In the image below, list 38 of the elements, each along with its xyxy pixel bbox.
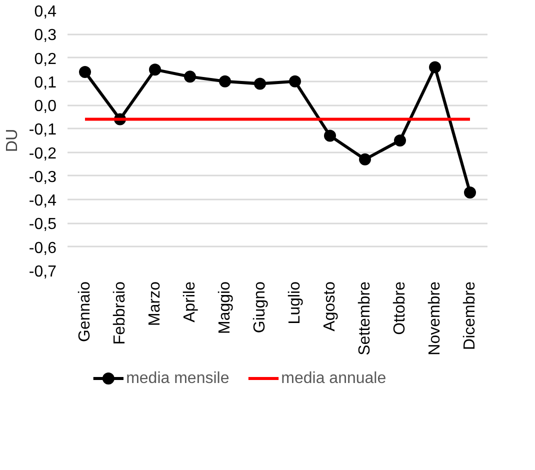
x-tick-label: Aprile [182,281,198,322]
x-tick-label: Gennaio [76,281,94,342]
legend-label: media mensile [126,370,230,387]
point [394,134,406,146]
point [149,64,161,76]
y-axis-title: DU [4,128,21,152]
legend-label: media annuale [281,370,386,387]
point [184,70,196,83]
y-tick-label: -0,5 [28,216,57,234]
y-tick-label: -0,2 [28,145,57,162]
x-tick-label: Maggio [216,281,234,334]
x-tick-label: Ottobre [392,281,408,335]
x-tick-label: Marzo [146,281,164,326]
point [324,130,336,142]
point [219,75,231,88]
y-tick-label: -0,7 [28,264,57,280]
x-tick-label: Dicembre [462,281,478,350]
x-tick-label: Luglio [286,281,304,324]
y-tick-label: 0,3 [34,27,57,44]
x-tick-label: Settembre [356,281,374,356]
point [359,153,371,166]
y-tick-label: 0,0 [34,98,57,116]
y-tick-label: 0,2 [34,50,57,68]
y-tick-label: -0,3 [28,168,57,186]
x-tick-label: Febbraio [112,281,128,345]
x-tick-label: Agosto [322,281,338,332]
y-tick-label: -0,6 [28,240,57,257]
y-tick-label: -0,4 [28,192,57,210]
x-tick-label: Novembre [426,281,444,356]
point [464,186,476,198]
point [289,75,301,88]
y-tick-label: 0,1 [34,74,57,92]
point [429,61,441,74]
y-tick-label: 0,4 [34,4,57,20]
x-tick-label: Giugno [252,281,268,334]
y-tick-label: -0,1 [28,122,57,139]
point [79,66,91,78]
point [254,78,266,90]
